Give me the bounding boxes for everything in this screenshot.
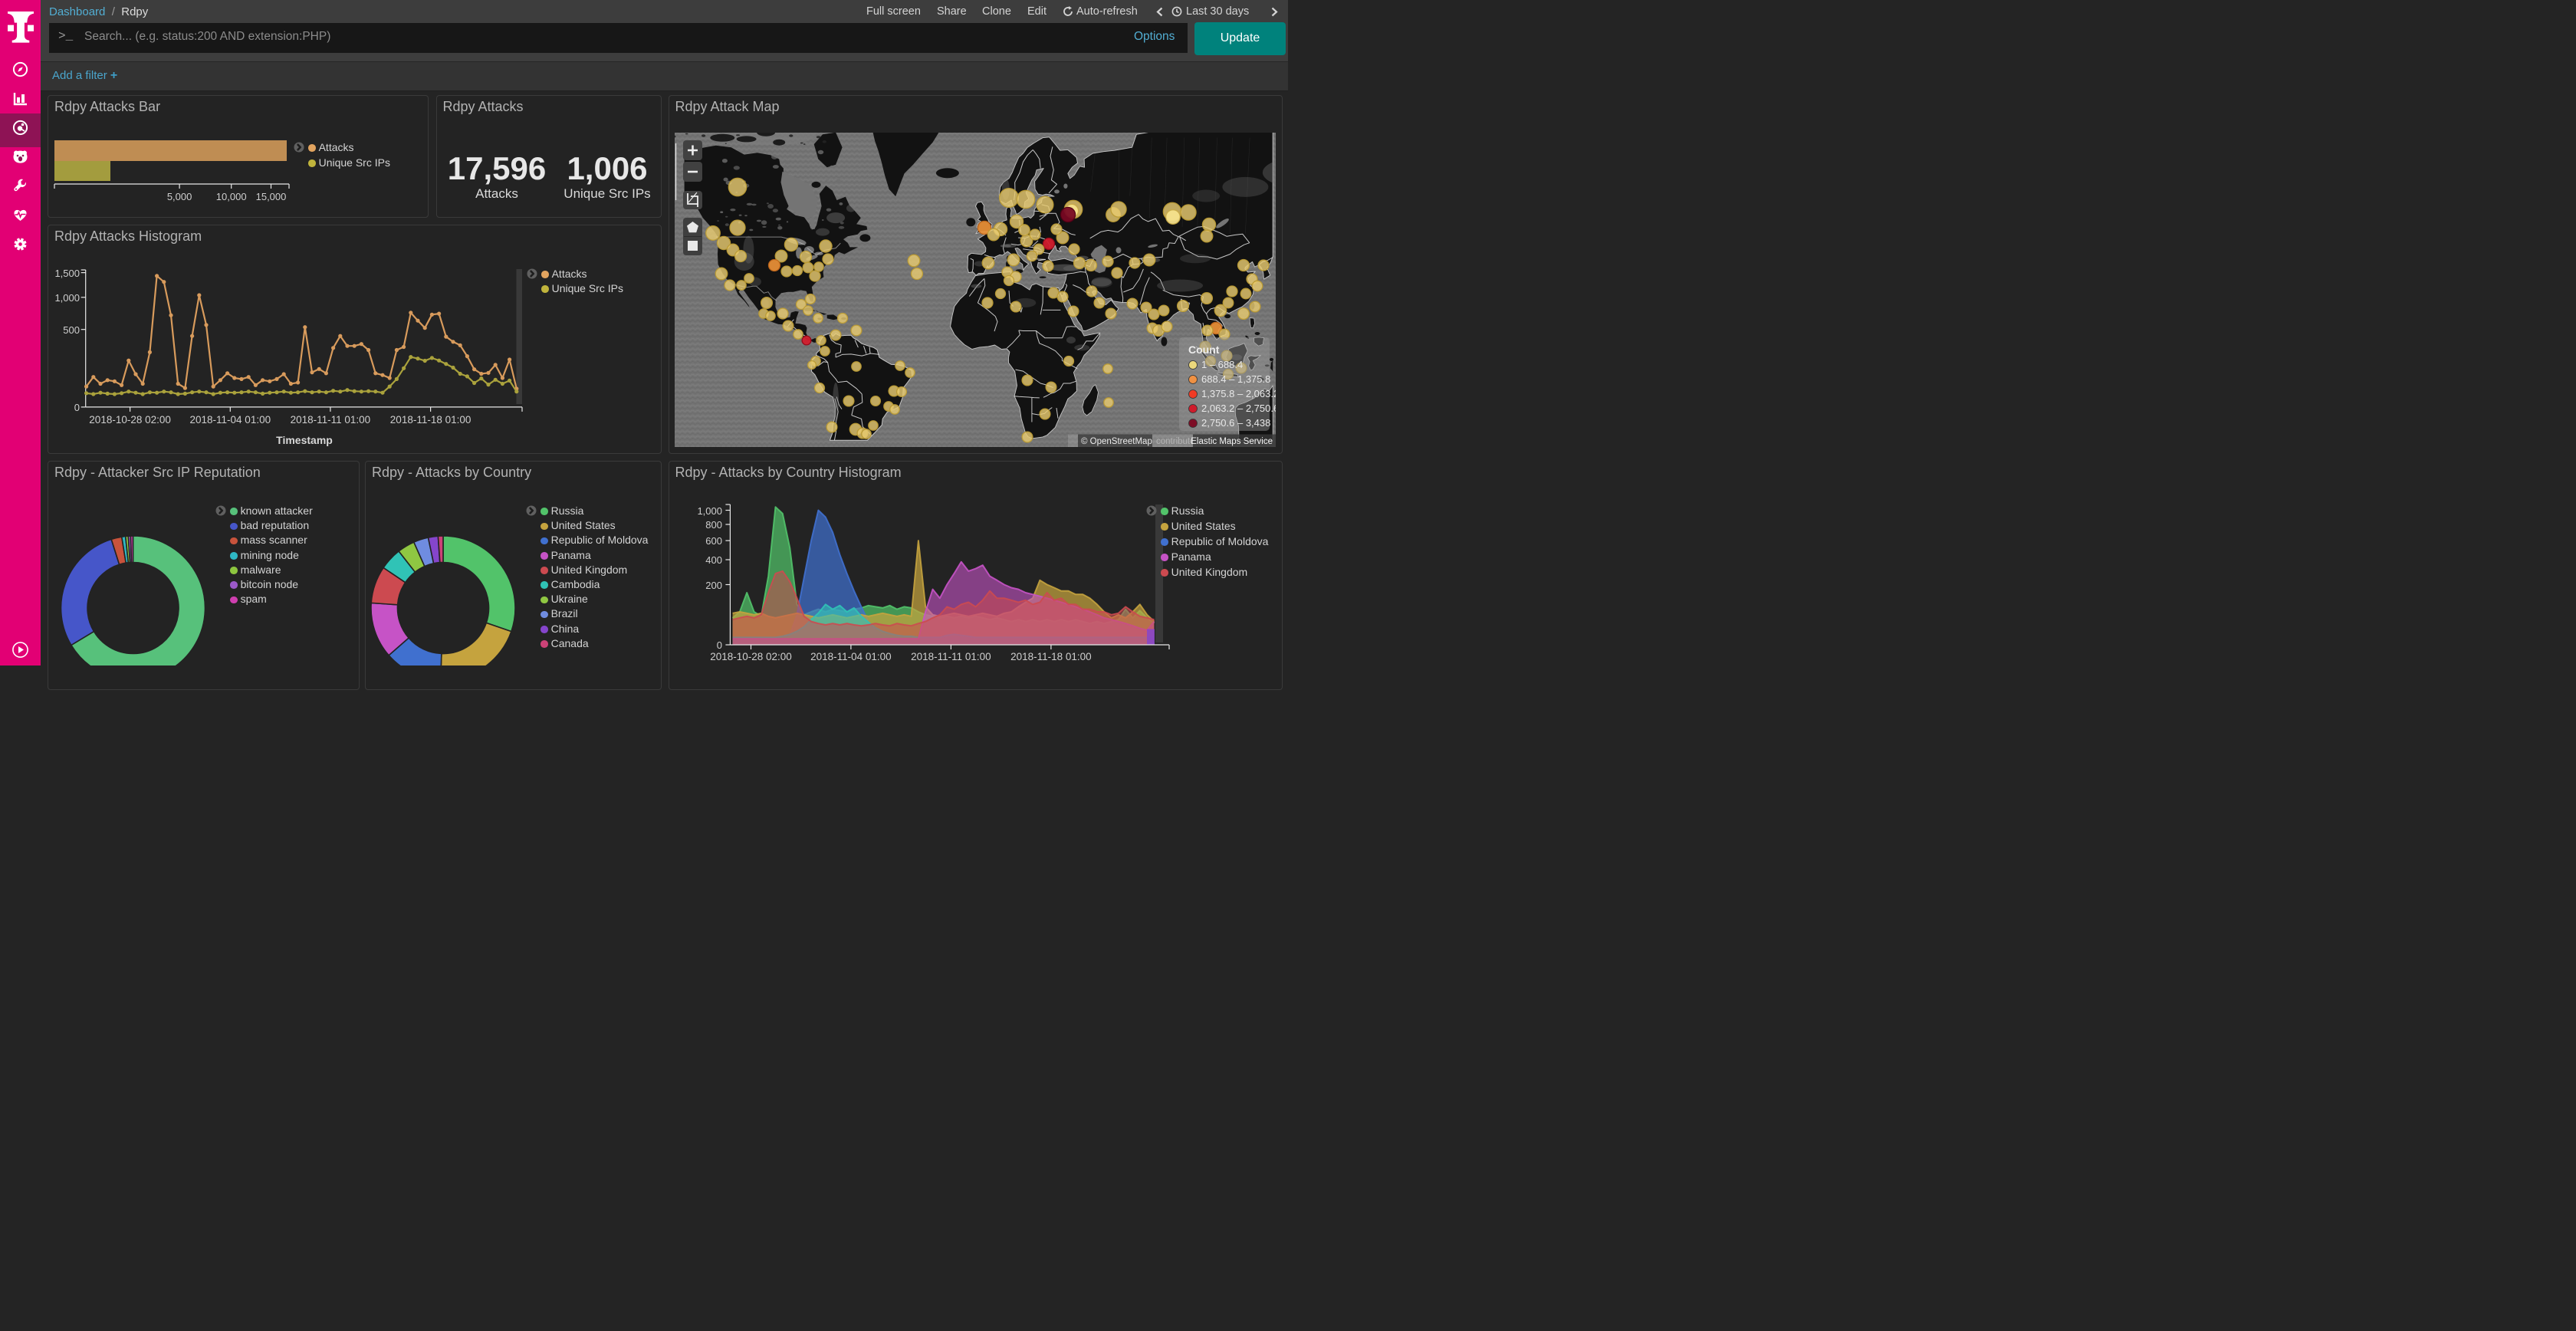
svg-text:1 – 688.4: 1 – 688.4: [1201, 359, 1243, 370]
svg-text:© OpenStreetMap: © OpenStreetMap: [1081, 437, 1152, 446]
svg-text:1,375.8 – 2,063.2: 1,375.8 – 2,063.2: [1201, 388, 1276, 399]
svg-text:Elastic Maps Service: Elastic Maps Service: [1191, 437, 1273, 446]
svg-text:Count: Count: [1188, 343, 1220, 356]
svg-text:2,750.6 – 3,438: 2,750.6 – 3,438: [1201, 417, 1270, 429]
svg-text:688.4 – 1,375.8: 688.4 – 1,375.8: [1201, 373, 1270, 385]
svg-text:2,063.2 – 2,750.6: 2,063.2 – 2,750.6: [1201, 403, 1276, 414]
svg-text:contributors,: contributors,: [1156, 437, 1204, 446]
